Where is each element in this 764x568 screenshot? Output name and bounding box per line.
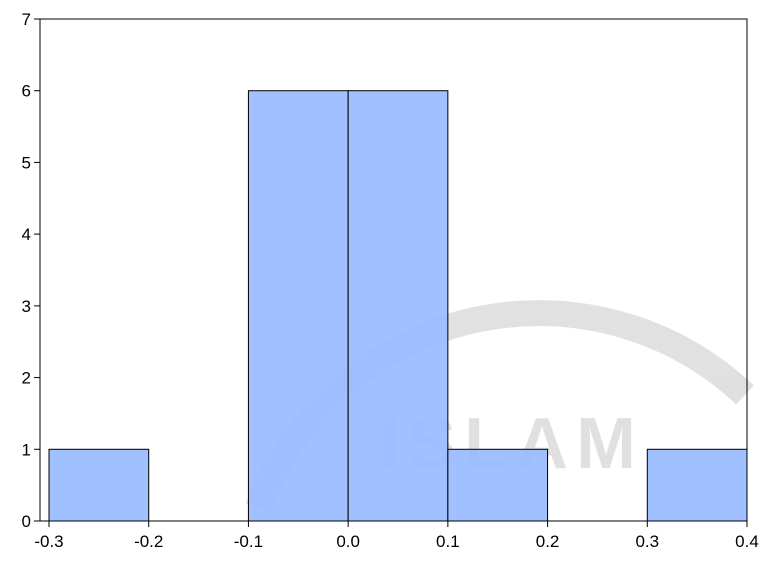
x-tick-label: 0.1 [436,532,460,551]
y-tick-label: 4 [22,225,31,244]
axes-layer: 0 1 2 3 4 5 6 7 -0.3 -0.2 -0.1 0.0 0.1 0.2 0.3 0.4 [22,10,759,551]
x-tick-label: -0.2 [134,532,163,551]
y-tick-label: 0 [22,512,31,531]
y-tick-label: 5 [22,153,31,172]
histogram-bar [646,448,748,522]
histogram-bar [447,448,549,522]
y-tick-label: 2 [22,369,31,388]
histogram-bar [48,448,150,522]
x-tick-label: 0.2 [536,532,560,551]
y-tick-label: 1 [22,440,31,459]
x-tick-label: 0.0 [336,532,360,551]
histogram-bar [347,90,449,522]
y-tick-label: 6 [22,82,31,101]
y-tick-label: 3 [22,297,31,316]
x-tick-label: -0.3 [34,532,63,551]
x-tick-label: -0.1 [234,532,263,551]
histogram-bar [247,90,349,522]
x-tick-label: 0.4 [735,532,759,551]
y-tick-label: 7 [22,10,31,29]
x-tick-label: 0.3 [635,532,659,551]
plot-frame [39,18,748,522]
